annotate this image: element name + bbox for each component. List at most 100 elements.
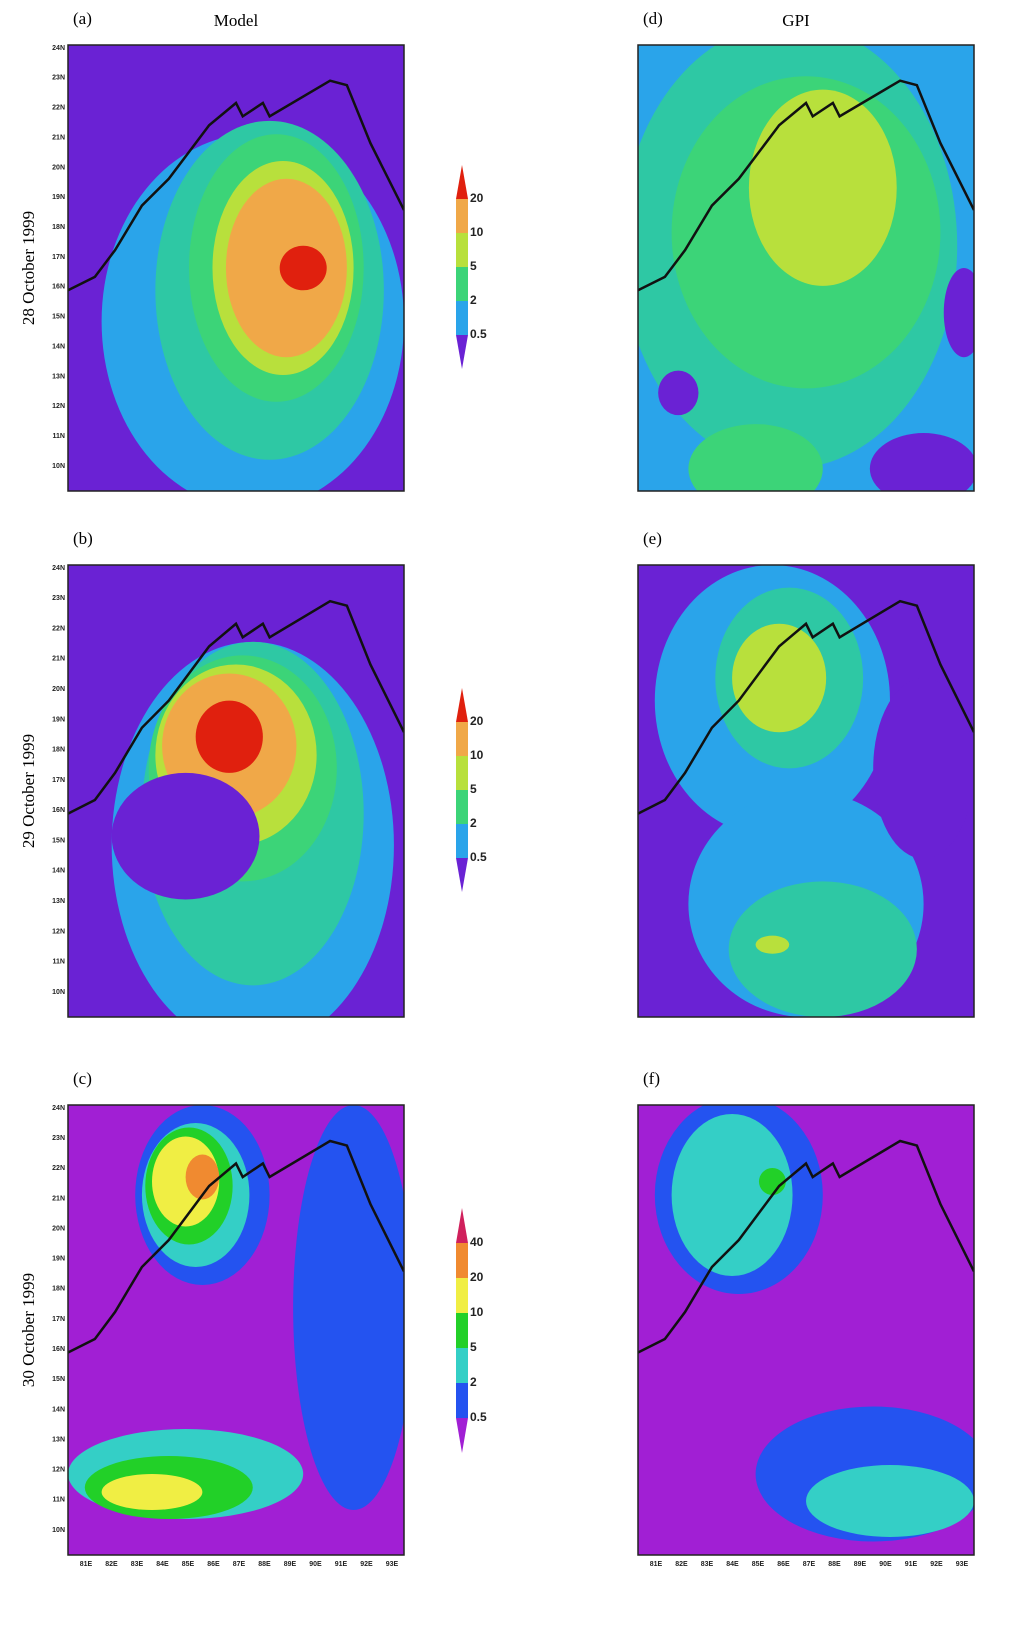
lat-tick-label: 19N: [52, 716, 65, 723]
field-contour: [101, 1474, 203, 1510]
colorbar-segment: [456, 267, 468, 301]
colorbar-cap: [456, 858, 468, 892]
lon-tick-label: 83E: [131, 1561, 144, 1568]
lat-tick-label: 23N: [52, 75, 65, 82]
lat-tick-label: 14N: [52, 868, 65, 875]
colorbar-label: 5: [470, 259, 477, 273]
panel-label: (b): [73, 529, 93, 548]
coastline: [68, 1139, 404, 1354]
lat-tick-label: 18N: [52, 1286, 65, 1293]
lon-tick-label: 86E: [207, 1561, 220, 1568]
colorbar-label: 5: [470, 1340, 477, 1354]
lat-tick-label: 22N: [52, 1165, 65, 1172]
colorbar-segment: [456, 233, 468, 267]
colorbar-label: 20: [470, 714, 484, 728]
lat-tick-label: 17N: [52, 777, 65, 784]
colorbar-label: 0.5: [470, 850, 487, 864]
row-label: 29 October 1999: [19, 734, 38, 848]
colorbar-segment: [456, 1383, 468, 1418]
lat-tick-label: 15N: [52, 837, 65, 844]
lat-tick-label: 21N: [52, 134, 65, 141]
colorbar-label: 10: [470, 225, 484, 239]
lat-tick-label: 17N: [52, 254, 65, 261]
lat-tick-label: 16N: [52, 1346, 65, 1353]
colorbar-segment: [456, 790, 468, 824]
coastline: [638, 1139, 974, 1354]
lon-tick-label: 90E: [879, 1561, 892, 1568]
lat-tick-label: 13N: [52, 373, 65, 380]
lat-tick-label: 14N: [52, 1406, 65, 1413]
lon-tick-label: 85E: [182, 1561, 195, 1568]
lat-tick-label: 12N: [52, 928, 65, 935]
lon-tick-label: 81E: [80, 1561, 93, 1568]
field-contour: [732, 623, 827, 733]
lon-tick-label: 84E: [726, 1561, 739, 1568]
map-panel: [638, 1105, 974, 1555]
lat-tick-label: 23N: [52, 1135, 65, 1142]
row-label: 30 October 1999: [19, 1273, 38, 1387]
column-title: Model: [214, 11, 259, 30]
lat-tick-label: 11N: [53, 433, 65, 440]
lon-tick-label: 93E: [386, 1561, 399, 1568]
lat-tick-label: 12N: [52, 403, 65, 410]
field-contour: [195, 700, 263, 773]
map-panel: [638, 45, 974, 491]
lat-tick-label: 16N: [52, 807, 65, 814]
lat-tick-label: 20N: [52, 1225, 65, 1232]
lat-tick-label: 24N: [52, 45, 65, 52]
colorbar-cap: [456, 1418, 468, 1453]
lat-tick-label: 11N: [53, 1497, 65, 1504]
lat-tick-label: 19N: [52, 1256, 65, 1263]
lat-tick-label: 11N: [53, 959, 65, 966]
map-frame: [67, 564, 405, 1018]
panel-label: (d): [643, 9, 663, 28]
lat-tick-label: 13N: [52, 898, 65, 905]
lon-tick-label: 91E: [905, 1561, 918, 1568]
colorbar-segment: [456, 824, 468, 858]
colorbar-label: 10: [470, 748, 484, 762]
coastline: [68, 599, 404, 815]
colorbar-segment: [456, 722, 468, 756]
colorbar-cap: [456, 1208, 468, 1243]
lon-tick-label: 87E: [803, 1561, 816, 1568]
field-contour: [111, 772, 260, 900]
lat-tick-label: 15N: [52, 314, 65, 321]
field-contour: [293, 1105, 404, 1510]
map-frame: [637, 564, 975, 1018]
lat-tick-label: 14N: [52, 343, 65, 350]
lat-tick-label: 24N: [52, 1105, 65, 1112]
field-contour: [806, 1465, 974, 1537]
colorbar-label: 0.5: [470, 1410, 487, 1424]
panel-label: (c): [73, 1069, 92, 1088]
lat-tick-label: 23N: [52, 595, 65, 602]
lon-tick-label: 89E: [284, 1561, 297, 1568]
lat-tick-label: 16N: [52, 284, 65, 291]
colorbar-segment: [456, 1348, 468, 1383]
lat-tick-label: 21N: [52, 1195, 65, 1202]
lat-tick-label: 15N: [52, 1376, 65, 1383]
colorbar-segment: [456, 756, 468, 790]
lat-tick-label: 21N: [52, 656, 65, 663]
colorbar-label: 10: [470, 1305, 484, 1319]
lon-tick-label: 81E: [650, 1561, 663, 1568]
lon-tick-label: 93E: [956, 1561, 969, 1568]
colorbar-label: 2: [470, 1375, 477, 1389]
field-contour: [658, 370, 699, 416]
colorbar-segment: [456, 1278, 468, 1313]
lon-tick-label: 82E: [105, 1561, 118, 1568]
colorbar-label: 0.5: [470, 327, 487, 341]
colorbar-label: 2: [470, 816, 477, 830]
map-panel: [638, 565, 974, 1017]
field-contour: [755, 935, 790, 954]
lat-tick-label: 22N: [52, 625, 65, 632]
field-contour: [688, 424, 823, 491]
lon-tick-label: 86E: [777, 1561, 790, 1568]
coastline: [638, 79, 974, 292]
lon-tick-label: 82E: [675, 1561, 688, 1568]
map-frame: [637, 1104, 975, 1556]
map-panel: [68, 1105, 404, 1555]
field-contour: [185, 1154, 220, 1200]
colorbar-cap: [456, 335, 468, 369]
field-contour: [279, 245, 327, 291]
